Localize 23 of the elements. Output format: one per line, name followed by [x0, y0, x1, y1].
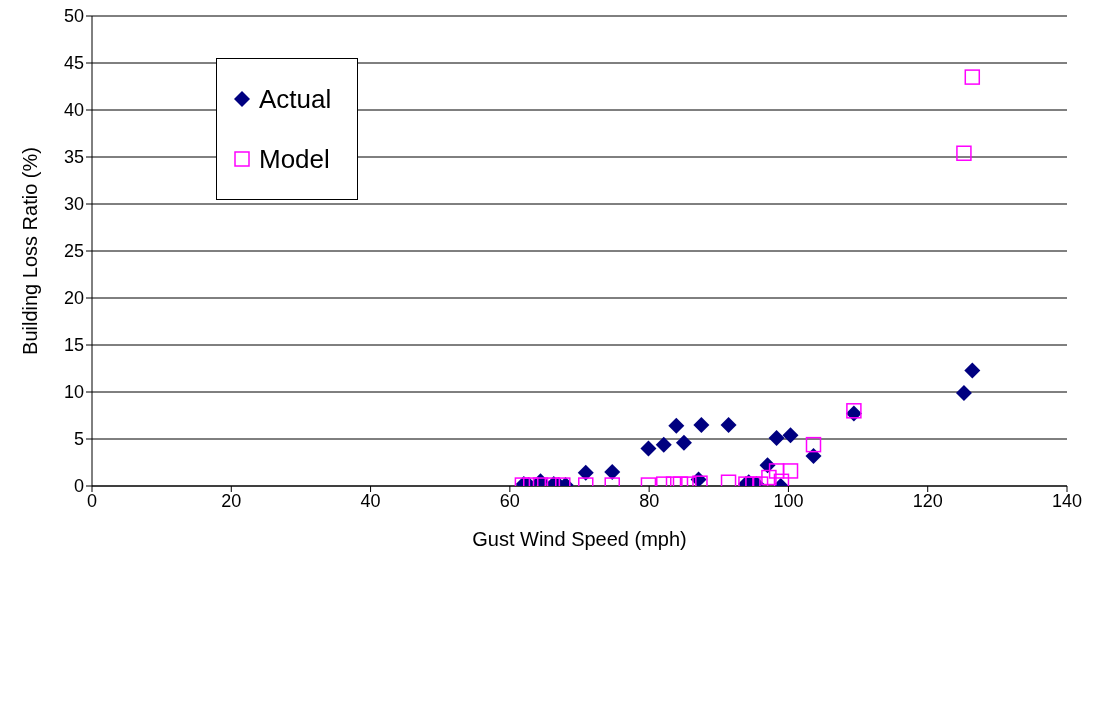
x-tick-label: 140: [1051, 490, 1083, 511]
x-tick-label: 120: [912, 490, 943, 511]
x-tick-label: 80: [639, 490, 660, 511]
y-tick-label: 50: [63, 6, 84, 27]
x-tick-label: 100: [773, 490, 804, 511]
y-axis-title: Building Loss Ratio (%): [19, 147, 42, 355]
y-tick-label: 10: [63, 382, 84, 403]
y-tick-label: 25: [63, 241, 84, 262]
y-tick-label: 35: [63, 147, 84, 168]
y-tick-label: 15: [63, 335, 84, 356]
x-axis-title: Gust Wind Speed (mph): [472, 528, 687, 550]
x-tick-label: 20: [221, 490, 242, 511]
legend-label: Model: [259, 143, 330, 175]
x-tick-label: 60: [499, 490, 520, 511]
y-tick-label: 45: [63, 53, 84, 74]
y-tick-label: 30: [63, 194, 84, 215]
legend-label: Actual: [259, 83, 332, 115]
y-tick-label: 0: [73, 476, 84, 497]
x-tick-label: 0: [86, 490, 98, 511]
x-tick-label: 40: [360, 490, 381, 511]
y-tick-label: 20: [63, 288, 84, 309]
y-tick-label: 5: [73, 429, 84, 450]
y-tick-label: 40: [63, 100, 84, 121]
